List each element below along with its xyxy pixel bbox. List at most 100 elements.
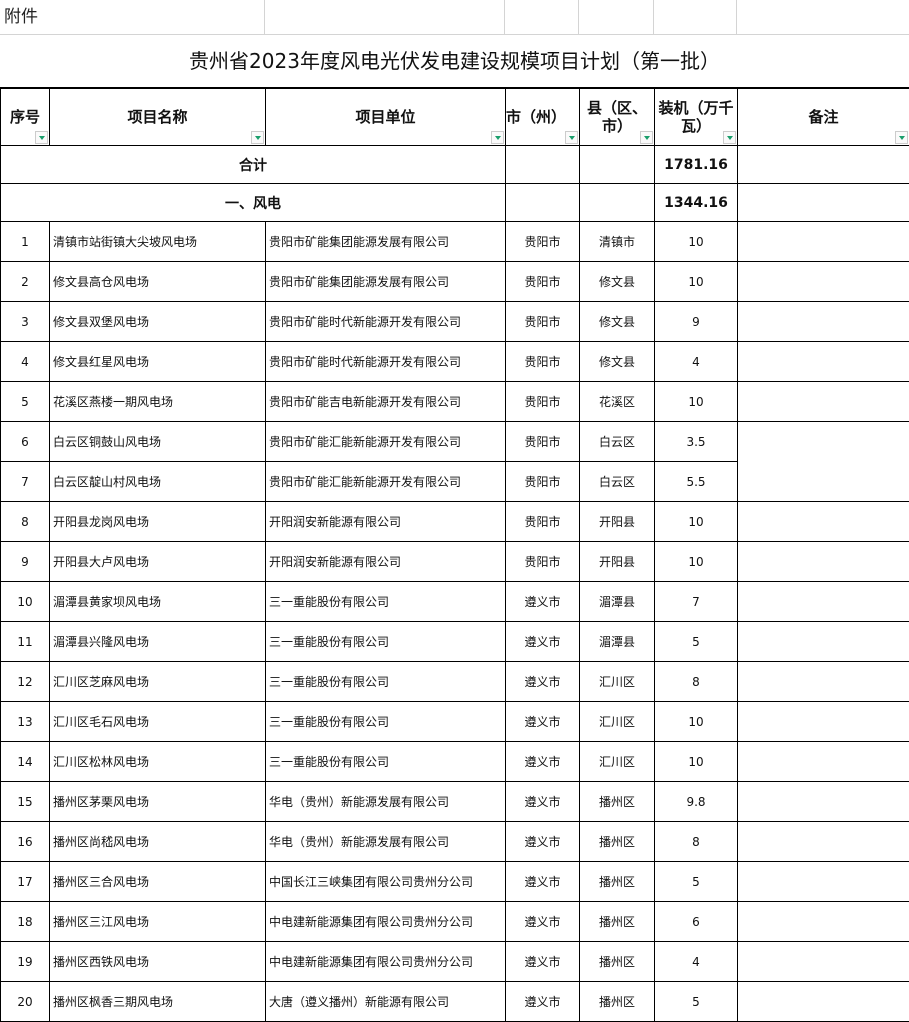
county-cell[interactable]: 播州区	[579, 981, 655, 1022]
remark-cell[interactable]	[737, 261, 909, 302]
capacity-cell[interactable]: 3.5	[654, 421, 738, 462]
project-unit-cell[interactable]: 大唐（遵义播州）新能源有限公司	[265, 981, 506, 1022]
project-unit-cell[interactable]: 三一重能股份有限公司	[265, 701, 506, 742]
capacity-cell[interactable]: 10	[654, 221, 738, 262]
serial-cell[interactable]: 9	[0, 541, 50, 582]
project-unit-cell[interactable]: 贵阳市矿能集团能源发展有限公司	[265, 221, 506, 262]
capacity-cell[interactable]: 10	[654, 501, 738, 542]
city-cell[interactable]: 贵阳市	[505, 421, 580, 462]
county-cell[interactable]: 湄潭县	[579, 621, 655, 662]
remark-cell[interactable]	[737, 981, 909, 1022]
project-name-cell[interactable]: 汇川区芝麻风电场	[49, 661, 266, 702]
empty-cell[interactable]	[737, 0, 909, 34]
project-unit-cell[interactable]: 贵阳市矿能汇能新能源开发有限公司	[265, 461, 506, 502]
remark-cell[interactable]	[737, 621, 909, 662]
project-unit-cell[interactable]: 华电（贵州）新能源发展有限公司	[265, 781, 506, 822]
serial-cell[interactable]: 3	[0, 301, 50, 342]
project-unit-cell[interactable]: 三一重能股份有限公司	[265, 741, 506, 782]
county-cell[interactable]: 花溪区	[579, 381, 655, 422]
remark-cell[interactable]	[737, 581, 909, 622]
remark-cell[interactable]	[737, 821, 909, 862]
city-cell[interactable]: 贵阳市	[505, 341, 580, 382]
filter-dropdown-icon[interactable]	[895, 131, 908, 144]
filter-dropdown-icon[interactable]	[491, 131, 504, 144]
county-cell[interactable]: 开阳县	[579, 541, 655, 582]
city-cell[interactable]: 遵义市	[505, 621, 580, 662]
capacity-cell[interactable]: 5	[654, 861, 738, 902]
project-name-cell[interactable]: 修文县双堡风电场	[49, 301, 266, 342]
empty-cell[interactable]	[654, 0, 737, 34]
city-cell[interactable]: 遵义市	[505, 821, 580, 862]
serial-cell[interactable]: 16	[0, 821, 50, 862]
serial-cell[interactable]: 11	[0, 621, 50, 662]
project-unit-cell[interactable]: 三一重能股份有限公司	[265, 661, 506, 702]
project-name-cell[interactable]: 播州区茅栗风电场	[49, 781, 266, 822]
remark-cell[interactable]	[737, 901, 909, 942]
county-cell[interactable]: 开阳县	[579, 501, 655, 542]
project-name-cell[interactable]: 花溪区燕楼一期风电场	[49, 381, 266, 422]
county-cell[interactable]: 修文县	[579, 301, 655, 342]
project-unit-cell[interactable]: 贵阳市矿能时代新能源开发有限公司	[265, 341, 506, 382]
county-cell[interactable]: 播州区	[579, 821, 655, 862]
total-capacity[interactable]: 1781.16	[654, 145, 738, 184]
capacity-cell[interactable]: 9.8	[654, 781, 738, 822]
city-cell[interactable]: 遵义市	[505, 781, 580, 822]
capacity-cell[interactable]: 5	[654, 981, 738, 1022]
city-cell[interactable]: 贵阳市	[505, 541, 580, 582]
project-unit-cell[interactable]: 贵阳市矿能集团能源发展有限公司	[265, 261, 506, 302]
serial-cell[interactable]: 20	[0, 981, 50, 1022]
remark-cell[interactable]	[737, 421, 909, 502]
project-unit-cell[interactable]: 贵阳市矿能汇能新能源开发有限公司	[265, 421, 506, 462]
remark-cell[interactable]	[737, 541, 909, 582]
section-label[interactable]: 一、风电	[0, 183, 506, 222]
capacity-cell[interactable]: 5	[654, 621, 738, 662]
serial-cell[interactable]: 6	[0, 421, 50, 462]
city-cell[interactable]: 贵阳市	[505, 301, 580, 342]
remark-cell[interactable]	[737, 301, 909, 342]
project-name-cell[interactable]: 播州区枫香三期风电场	[49, 981, 266, 1022]
project-name-cell[interactable]: 湄潭县黄家坝风电场	[49, 581, 266, 622]
county-cell[interactable]: 汇川区	[579, 701, 655, 742]
city-cell[interactable]: 遵义市	[505, 861, 580, 902]
city-cell[interactable]: 遵义市	[505, 581, 580, 622]
project-name-cell[interactable]: 修文县红星风电场	[49, 341, 266, 382]
capacity-cell[interactable]: 10	[654, 741, 738, 782]
project-name-cell[interactable]: 湄潭县兴隆风电场	[49, 621, 266, 662]
project-name-cell[interactable]: 汇川区毛石风电场	[49, 701, 266, 742]
header-cell[interactable]: 备注	[737, 88, 909, 146]
county-cell[interactable]: 汇川区	[579, 661, 655, 702]
serial-cell[interactable]: 1	[0, 221, 50, 262]
capacity-cell[interactable]: 10	[654, 261, 738, 302]
county-cell[interactable]: 汇川区	[579, 741, 655, 782]
empty-cell[interactable]	[505, 183, 580, 222]
capacity-cell[interactable]: 6	[654, 901, 738, 942]
remark-cell[interactable]	[737, 701, 909, 742]
filter-dropdown-icon[interactable]	[565, 131, 578, 144]
serial-cell[interactable]: 2	[0, 261, 50, 302]
project-unit-cell[interactable]: 三一重能股份有限公司	[265, 621, 506, 662]
empty-cell[interactable]	[579, 183, 655, 222]
empty-cell[interactable]	[505, 0, 579, 34]
capacity-cell[interactable]: 7	[654, 581, 738, 622]
filter-dropdown-icon[interactable]	[35, 131, 48, 144]
serial-cell[interactable]: 19	[0, 941, 50, 982]
project-name-cell[interactable]: 播州区尚嵇风电场	[49, 821, 266, 862]
city-cell[interactable]: 遵义市	[505, 901, 580, 942]
city-cell[interactable]: 贵阳市	[505, 261, 580, 302]
capacity-cell[interactable]: 4	[654, 941, 738, 982]
project-name-cell[interactable]: 播州区三江风电场	[49, 901, 266, 942]
serial-cell[interactable]: 15	[0, 781, 50, 822]
empty-cell[interactable]	[737, 145, 909, 184]
project-name-cell[interactable]: 开阳县大卢风电场	[49, 541, 266, 582]
section-capacity[interactable]: 1344.16	[654, 183, 738, 222]
county-cell[interactable]: 湄潭县	[579, 581, 655, 622]
project-unit-cell[interactable]: 贵阳市矿能时代新能源开发有限公司	[265, 301, 506, 342]
header-cell[interactable]: 县（区、市）	[579, 88, 655, 146]
remark-cell[interactable]	[737, 781, 909, 822]
project-name-cell[interactable]: 修文县高仓风电场	[49, 261, 266, 302]
serial-cell[interactable]: 4	[0, 341, 50, 382]
serial-cell[interactable]: 8	[0, 501, 50, 542]
project-name-cell[interactable]: 白云区靛山村风电场	[49, 461, 266, 502]
remark-cell[interactable]	[737, 221, 909, 262]
serial-cell[interactable]: 18	[0, 901, 50, 942]
